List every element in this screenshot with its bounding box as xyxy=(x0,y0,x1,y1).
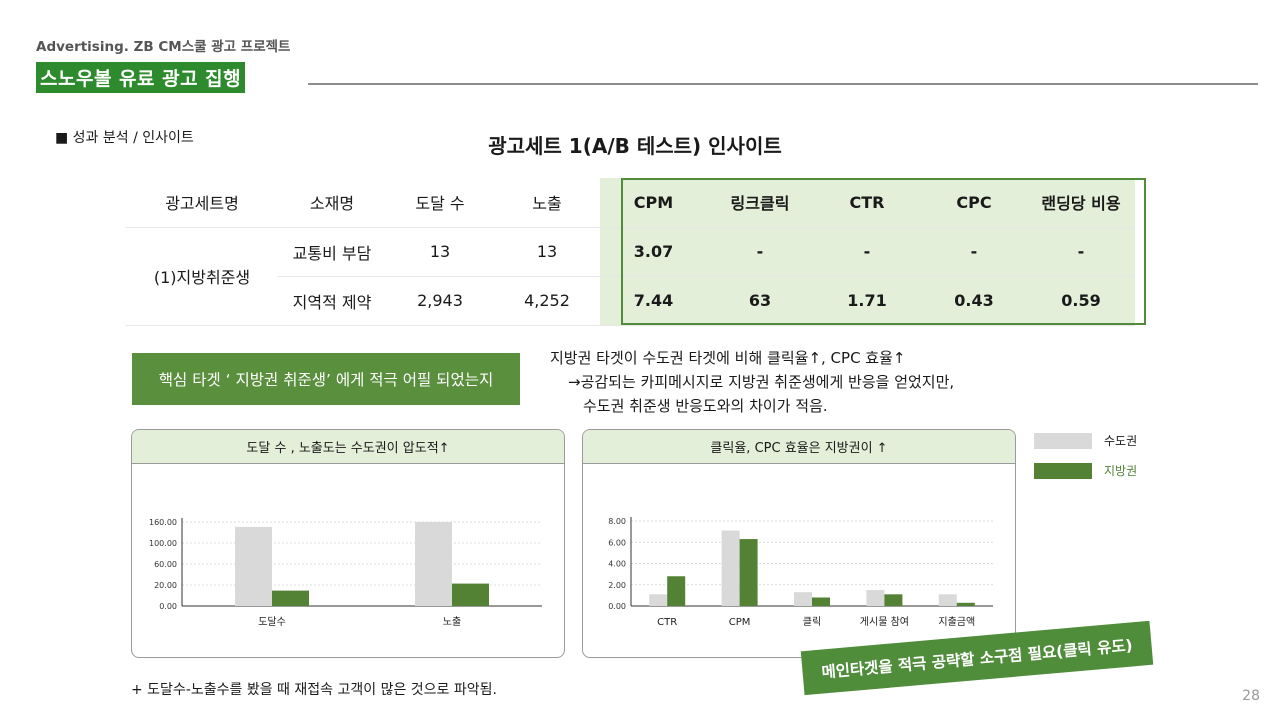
table-row: 지역적 제약 2,943 4,252 7.44 63 1.71 0.43 0.5… xyxy=(126,276,1135,326)
bar-local xyxy=(667,576,686,606)
bar-capital xyxy=(866,590,885,606)
y-tick-label: 60.00 xyxy=(154,560,177,569)
cost-per-landing-cell: - xyxy=(1027,227,1135,277)
y-tick-label: 4.00 xyxy=(608,560,626,569)
col-header-cpc: CPC xyxy=(921,178,1027,228)
bar-local xyxy=(272,590,309,606)
x-tick-label: 게시물 참여 xyxy=(860,616,909,628)
insight-line: →공감되는 카피메시지로 지방권 취준생에게 반응을 얻었지만, xyxy=(568,373,955,391)
col-header-ctr: CTR xyxy=(813,178,921,228)
cpc-cell: 0.43 xyxy=(921,276,1027,326)
y-tick-label: 8.00 xyxy=(608,517,626,526)
link-clicks-cell: 63 xyxy=(707,276,813,326)
bar-capital xyxy=(721,530,740,606)
creative-cell: 지역적 제약 xyxy=(278,276,386,326)
x-tick-label: CPM xyxy=(729,617,751,628)
bar-local xyxy=(739,539,758,606)
col-header-cost-per-landing: 랜딩당 비용 xyxy=(1027,178,1135,228)
legend-item-capital: 수도권 xyxy=(1034,432,1137,449)
impressions-cell: 13 xyxy=(494,227,600,277)
y-tick-label: 20.00 xyxy=(154,581,177,590)
x-tick-label: 지출금액 xyxy=(938,616,975,628)
header-subtitle: Advertising. ZB CM스쿨 광고 프로젝트 xyxy=(36,39,291,55)
slide-heading: 광고세트 1(A/B 테스트) 인사이트 xyxy=(488,134,782,158)
legend-swatch-local xyxy=(1034,462,1092,479)
col-header-impressions: 노출 xyxy=(494,178,600,228)
bar-capital xyxy=(649,594,668,606)
bar-local xyxy=(956,602,975,606)
page-number: 28 xyxy=(1242,688,1260,704)
bar-capital xyxy=(415,522,452,606)
cpc-cell: - xyxy=(921,227,1027,277)
x-tick-label: 노출 xyxy=(443,616,461,628)
bar-local xyxy=(884,594,903,606)
impressions-cell: 4,252 xyxy=(494,276,600,326)
insight-line: 수도권 취준생 반응도와의 차이가 적음. xyxy=(583,397,828,415)
ctr-cell: 1.71 xyxy=(813,276,921,326)
legend-label-capital: 수도권 xyxy=(1104,434,1138,448)
bar-capital xyxy=(235,526,272,606)
legend-item-local: 지방권 xyxy=(1034,462,1137,479)
page-title: 스노우볼 유료 광고 집행 xyxy=(36,62,246,93)
reach-chart-panel: 도달 수 , 노출도는 수도권이 압도적↑ 0.00 20.00 60.00 100.… xyxy=(131,429,565,658)
y-tick-label: 100.00 xyxy=(149,539,177,548)
cost-per-landing-cell: 0.59 xyxy=(1027,276,1135,326)
key-question-callout: 핵심 타겟 ‘ 지방권 취준생’ 에게 적극 어필 되었는지 xyxy=(132,353,520,405)
section-label: ■ 성과 분석 / 인사이트 xyxy=(55,130,194,146)
x-tick-label: CTR xyxy=(657,617,677,628)
legend-swatch-capital xyxy=(1034,432,1092,449)
x-tick-label: 클릭 xyxy=(803,616,821,628)
y-tick-label: 2.00 xyxy=(608,581,626,590)
reach-cell: 13 xyxy=(386,227,494,277)
table-row: (1)지방취준생 교통비 부담 13 13 3.07 - - - - xyxy=(126,227,1135,326)
chart-title: 도달 수 , 노출도는 수도권이 압도적↑ xyxy=(132,430,564,464)
insight-text: 지방권 타겟이 수도권 타겟에 비해 클릭율↑, CPC 효율↑ →공감되는 카… xyxy=(550,346,954,418)
y-tick-label: 160.00 xyxy=(149,518,177,527)
col-header-link-clicks: 링크클릭 xyxy=(707,178,813,228)
y-tick-label: 0.00 xyxy=(608,602,626,611)
legend-label-local: 지방권 xyxy=(1104,464,1138,478)
bar-capital xyxy=(938,594,957,606)
col-header-adset: 광고세트명 xyxy=(126,178,278,228)
link-clicks-cell: - xyxy=(707,227,813,277)
bar-local xyxy=(812,597,830,606)
y-tick-label: 0.00 xyxy=(159,602,177,611)
col-header-reach: 도달 수 xyxy=(386,178,494,228)
bar-capital xyxy=(794,592,812,606)
creative-cell: 교통비 부담 xyxy=(278,227,386,277)
footnote: + 도달수-노출수를 봤을 때 재접속 고객이 많은 것으로 파악됨. xyxy=(131,682,497,698)
table-header-row: 광고세트명 소재명 도달 수 노출 CPM 링크클릭 CTR CPC 랜딩당 비… xyxy=(126,178,1135,228)
reach-cell: 2,943 xyxy=(386,276,494,326)
cpm-cell: 3.07 xyxy=(600,227,707,277)
y-tick-label: 6.00 xyxy=(608,538,626,547)
header-divider xyxy=(308,83,1258,85)
cpm-cell: 7.44 xyxy=(600,276,707,326)
results-table: 광고세트명 소재명 도달 수 노출 CPM 링크클릭 CTR CPC 랜딩당 비… xyxy=(126,178,1135,326)
efficiency-chart-panel: 클릭율, CPC 효율은 지방권이 ↑ 0.00 2.00 4.00 6.00 8.00… xyxy=(582,429,1016,658)
x-tick-label: 도달수 xyxy=(258,616,286,628)
insight-line: 지방권 타겟이 수도권 타겟에 비해 클릭율↑, CPC 효율↑ xyxy=(550,349,906,367)
bar-local xyxy=(452,583,489,606)
col-header-creative: 소재명 xyxy=(278,178,386,228)
ctr-cell: - xyxy=(813,227,921,277)
chart-title: 클릭율, CPC 효율은 지방권이 ↑ xyxy=(583,430,1015,464)
adset-name-cell: (1)지방취준생 xyxy=(126,227,278,326)
col-header-cpm: CPM xyxy=(600,178,707,228)
reach-chart: 0.00 20.00 60.00 100.00 160.00 도달수 노출 xyxy=(149,518,542,628)
efficiency-chart: 0.00 2.00 4.00 6.00 8.00 CTR CPM 클릭 게시물 참여 지출금액 xyxy=(608,517,993,628)
